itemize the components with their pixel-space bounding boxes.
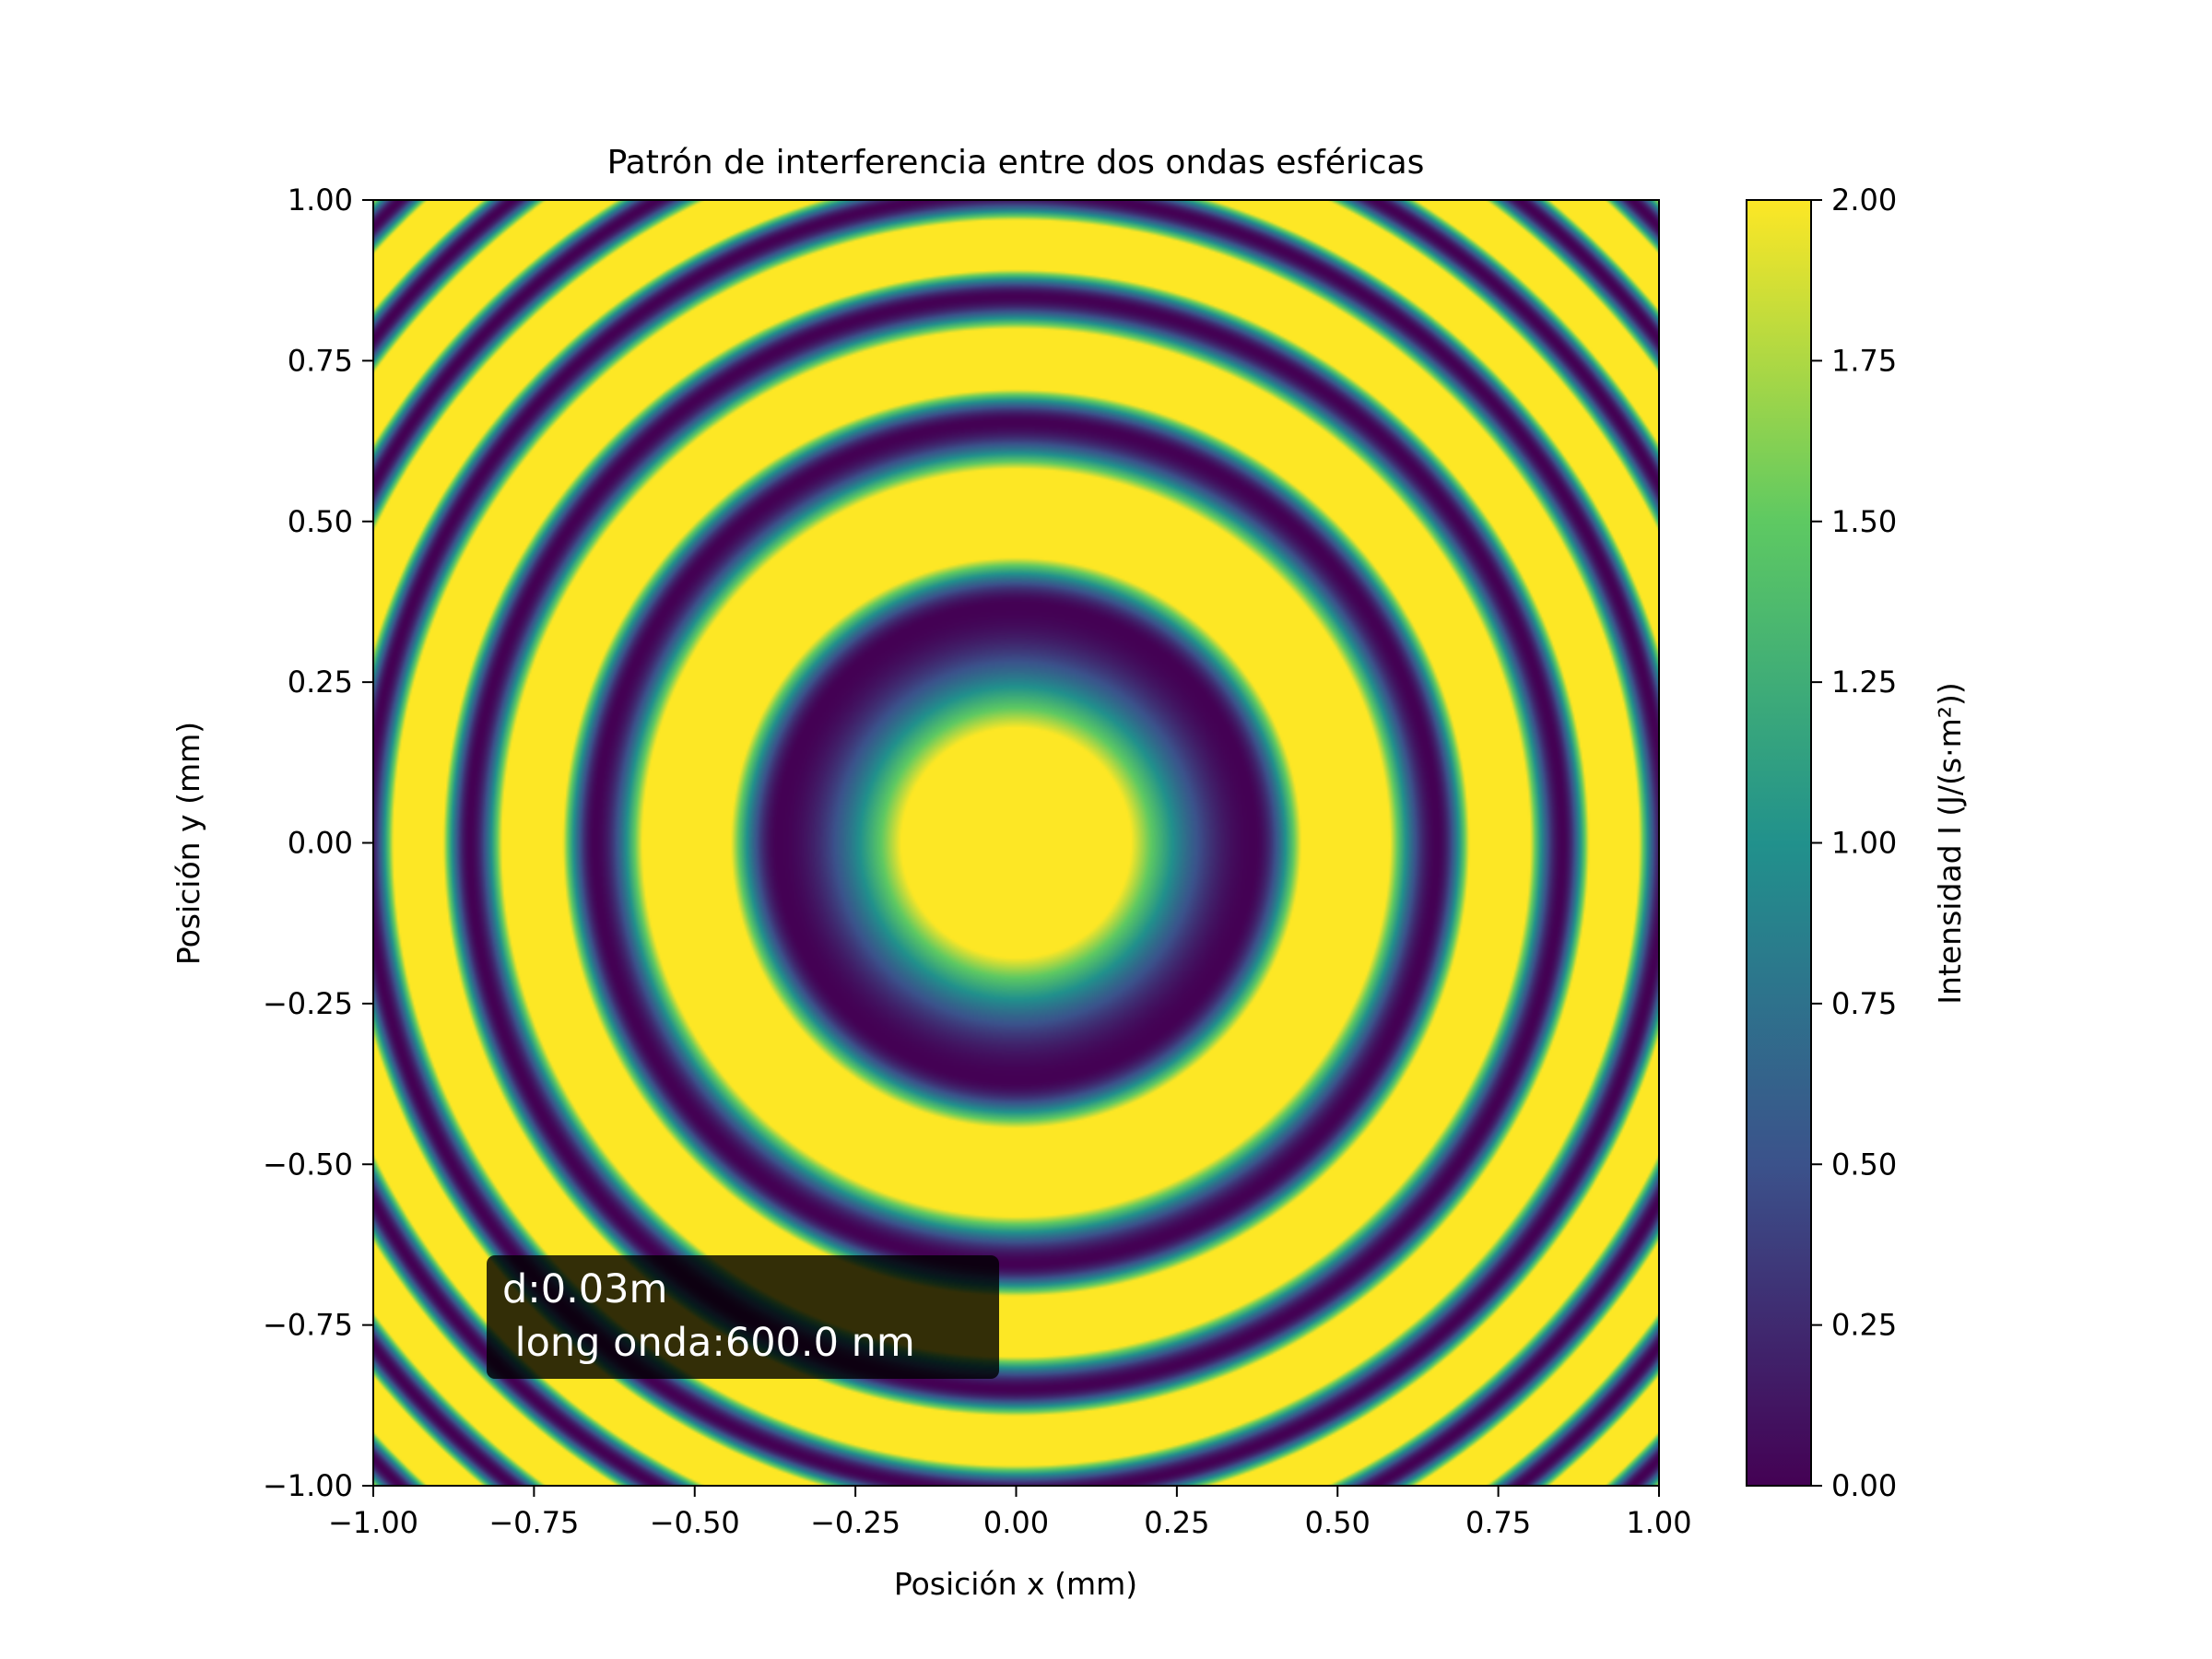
- y-tick-label: −0.50: [263, 1147, 353, 1182]
- y-tick-label: 0.75: [288, 343, 353, 378]
- y-tick-label: 0.00: [288, 826, 353, 861]
- x-tick-label: 0.25: [1144, 1505, 1209, 1540]
- annotation-box: d:0.03m long onda:600.0 nm: [487, 1255, 999, 1379]
- colorbar-tick-label: 2.00: [1831, 182, 1897, 218]
- y-tick-label: −1.00: [263, 1468, 353, 1503]
- colorbar-tick-label: 1.00: [1831, 826, 1897, 861]
- colorbar-ticks: 0.00 0.25 0.50 0.75 1.00 1.25 1.50 1.75 2.00: [1811, 182, 1897, 1503]
- annotation-line-2: long onda:600.0 nm: [502, 1320, 915, 1366]
- colorbar-tick-label: 1.75: [1831, 343, 1897, 378]
- annotation-line-1: d:0.03m: [502, 1266, 667, 1312]
- y-axis-label: Posición y (mm): [171, 722, 206, 965]
- colorbar: 0.00 0.25 0.50 0.75 1.00 1.25 1.50 1.75 2.00 Int…: [1746, 182, 1968, 1503]
- x-tick-label: −0.25: [810, 1505, 900, 1540]
- x-tick-label: −0.50: [650, 1505, 740, 1540]
- x-tick-label: −0.75: [488, 1505, 579, 1540]
- colorbar-tick-label: 0.25: [1831, 1308, 1897, 1343]
- colorbar-tick-label: 0.50: [1831, 1147, 1897, 1182]
- colorbar-tick-label: 1.25: [1831, 665, 1897, 700]
- y-tick-label: −0.25: [263, 986, 353, 1021]
- colorbar-tick-label: 1.50: [1831, 504, 1897, 539]
- colorbar-gradient: [1747, 200, 1811, 1486]
- x-tick-label: 0.50: [1305, 1505, 1371, 1540]
- x-tick-label: 0.75: [1465, 1505, 1531, 1540]
- colorbar-tick-label: 0.00: [1831, 1468, 1897, 1503]
- y-tick-label: 1.00: [288, 182, 353, 218]
- x-tick-label: −1.00: [328, 1505, 418, 1540]
- y-tick-label: 0.50: [288, 504, 353, 539]
- chart-title: Patrón de interferencia entre dos ondas …: [607, 144, 1425, 182]
- x-tick-label: 0.00: [983, 1505, 1049, 1540]
- plot-area: d:0.03m long onda:600.0 nm: [372, 199, 1660, 1487]
- colorbar-tick-label: 0.75: [1831, 986, 1897, 1021]
- y-tick-label: −0.75: [263, 1308, 353, 1343]
- y-axis: −1.00 −0.75 −0.50 −0.25 0.00 0.25 0.50 0.75 1.00: [263, 182, 373, 1503]
- x-tick-label: 1.00: [1626, 1505, 1691, 1540]
- x-axis: −1.00 −0.75 −0.50 −0.25 0.00 0.25 0.50 0.75 1.00: [328, 1486, 1692, 1540]
- y-tick-label: 0.25: [288, 665, 353, 700]
- x-axis-label: Posición x (mm): [894, 1566, 1137, 1602]
- colorbar-label: Intensidad I (J/(s·m²)): [1932, 682, 1968, 1004]
